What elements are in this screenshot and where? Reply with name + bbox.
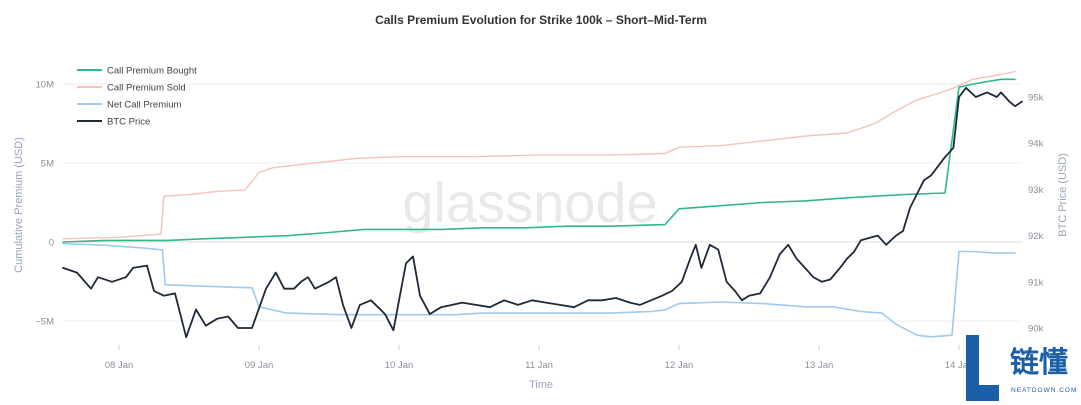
- y-left-ticks: 10M 5M 0 −5M: [35, 80, 54, 328]
- y-left-tick-label: 5M: [41, 159, 54, 170]
- legend-label: BTC Price: [107, 117, 150, 128]
- legend-label: Net Call Premium: [107, 100, 182, 111]
- y-left-tick-label: 10M: [36, 80, 55, 91]
- neatdown-logo: 链懂 NEATDOWN.COM: [966, 335, 1077, 401]
- y-right-tick-label: 94k: [1028, 139, 1044, 150]
- x-tick-label: 14 Jan: [945, 360, 974, 371]
- series-line-btc-price: [62, 86, 1023, 339]
- y-left-axis-label: Cumulative Premium (USD): [13, 137, 25, 273]
- series-line-call-premium-bought: [62, 78, 1016, 243]
- chart-title: Calls Premium Evolution for Strike 100k …: [375, 13, 707, 27]
- y-right-tick-label: 92k: [1028, 231, 1044, 242]
- x-tick-label: 12 Jan: [665, 360, 694, 371]
- y-right-ticks: 95k 94k 93k 92k 91k 90k: [1028, 93, 1044, 335]
- gridlines: [63, 83, 1022, 322]
- watermark: glassnode: [402, 171, 657, 234]
- y-right-tick-label: 90k: [1028, 324, 1044, 335]
- logo-l-glyph: [966, 335, 979, 401]
- logo-en-text: NEATDOWN.COM: [1011, 387, 1077, 394]
- y-right-axis-label: BTC Price (USD): [1057, 153, 1069, 237]
- series-line-call-premium-sold: [62, 70, 1016, 240]
- y-left-tick-label: 0: [49, 238, 54, 249]
- x-tick-label: 11 Jan: [525, 360, 553, 371]
- logo-l-foot: [966, 385, 999, 401]
- series-lines: [62, 70, 1023, 339]
- y-right-tick-label: 93k: [1028, 185, 1044, 196]
- x-tick-label: 10 Jan: [385, 360, 414, 371]
- x-axis-label: Time: [529, 379, 553, 391]
- logo-cn-text: 链懂: [1010, 345, 1068, 379]
- x-tick-label: 13 Jan: [805, 360, 834, 371]
- legend-label: Call Premium Sold: [107, 83, 186, 94]
- x-tick-label: 08 Jan: [105, 360, 134, 371]
- y-right-tick-label: 91k: [1028, 277, 1044, 288]
- series-line-net-call-premium: [62, 242, 1016, 338]
- x-tick-label: 09 Jan: [245, 360, 274, 371]
- legend: Call Premium Bought Call Premium Sold Net …: [77, 66, 197, 128]
- y-right-tick-label: 95k: [1028, 93, 1044, 104]
- legend-label: Call Premium Bought: [107, 66, 197, 77]
- y-left-tick-label: −5M: [35, 317, 54, 328]
- x-ticks: 08 Jan 09 Jan 10 Jan 11 Jan 12 Jan 13 Jan 14 J…: [105, 345, 974, 371]
